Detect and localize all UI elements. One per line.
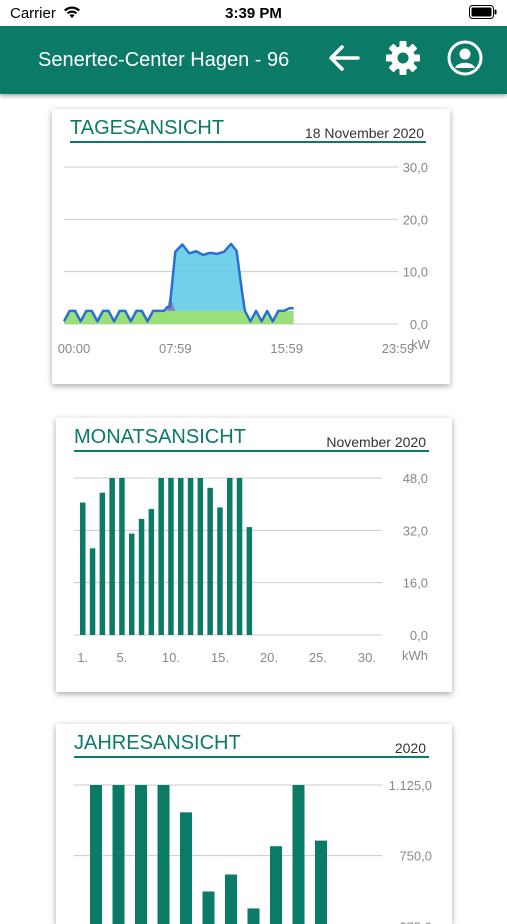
- day-card-underline: [70, 141, 426, 143]
- month-bar: [99, 492, 106, 635]
- day-x-tick-label: 07:59: [159, 341, 192, 356]
- month-x-tick-label: 1.: [77, 650, 88, 665]
- day-card[interactable]: TAGESANSICHT 18 November 2020 30,0 20,0 10…: [52, 109, 450, 384]
- gear-icon: [385, 40, 421, 81]
- month-bar: [227, 478, 233, 635]
- year-bar: [112, 785, 125, 924]
- day-y-tick-label: 30,0: [403, 160, 428, 175]
- year-bar: [157, 785, 170, 924]
- day-peak-area: [164, 243, 245, 311]
- month-x-tick-label: 5.: [117, 650, 128, 665]
- year-y-tick-label: 750,0: [399, 849, 432, 864]
- day-card-title: TAGESANSICHT: [70, 117, 225, 139]
- month-bar: [207, 487, 213, 635]
- month-bar: [80, 502, 86, 635]
- month-card-underline: [74, 450, 429, 452]
- year-y-tick-label: 1.125,0: [389, 778, 432, 793]
- year-bar: [315, 840, 327, 924]
- month-bar: [246, 527, 253, 635]
- month-x-tick-label: 15.: [211, 650, 229, 665]
- month-unit-label: kWh: [402, 648, 428, 663]
- month-bar: [148, 509, 155, 635]
- month-bar: [178, 478, 184, 635]
- day-x-tick-label: 15:59: [270, 341, 303, 356]
- year-card-title: JAHRESANSICHT: [74, 732, 241, 754]
- battery-icon: [469, 5, 497, 23]
- month-x-tick-label: 25.: [309, 650, 327, 665]
- carrier-label: Carrier: [10, 5, 56, 22]
- year-card-underline: [74, 756, 429, 758]
- year-bar: [180, 812, 192, 924]
- month-bar: [129, 533, 135, 635]
- month-bar: [217, 507, 223, 635]
- back-button[interactable]: [324, 40, 364, 80]
- month-bar: [158, 478, 164, 635]
- month-y-tick-label: 0,0: [410, 628, 428, 643]
- year-card[interactable]: JAHRESANSICHT 2020 1.125,0 750,0 375,0: [56, 724, 452, 924]
- month-x-tick-label: 20.: [260, 650, 278, 665]
- day-x-tick-label: 23:59: [382, 341, 415, 356]
- month-y-tick-label: 32,0: [403, 523, 428, 538]
- status-time: 3:39 PM: [225, 5, 282, 22]
- day-y-tick-label: 20,0: [403, 212, 428, 227]
- month-bar: [138, 518, 145, 635]
- month-bar: [236, 478, 243, 635]
- year-y-tick-label: 375,0: [399, 919, 432, 924]
- year-bar: [135, 785, 147, 924]
- settings-button[interactable]: [383, 40, 423, 80]
- month-bar: [89, 548, 96, 635]
- month-bar: [109, 478, 115, 635]
- status-bar: Carrier 3:39 PM: [0, 0, 507, 26]
- month-chart: 48,0 32,0 16,0 0,0 1. 5. 10. 15. 20. 25. 30. kWh: [74, 471, 428, 665]
- year-bar: [202, 891, 215, 924]
- month-y-tick-label: 48,0: [403, 471, 428, 486]
- year-chart: 1.125,0 750,0 375,0: [74, 778, 432, 924]
- month-bar: [187, 478, 194, 635]
- year-bar: [225, 874, 237, 924]
- day-unit-label: kW: [411, 337, 431, 352]
- user-circle-icon: [447, 40, 483, 81]
- month-bar: [197, 478, 204, 635]
- arrow-left-icon: [328, 44, 360, 77]
- day-base-area: [64, 310, 294, 324]
- year-card-date: 2020: [394, 740, 426, 756]
- month-y-tick-label: 16,0: [403, 576, 428, 591]
- month-bar: [168, 478, 174, 635]
- year-bar: [90, 785, 102, 924]
- day-x-tick-label: 00:00: [58, 341, 91, 356]
- year-bar: [247, 908, 260, 924]
- day-card-date: 18 November 2020: [304, 125, 424, 141]
- month-card-date: November 2020: [326, 434, 426, 450]
- account-button[interactable]: [445, 40, 485, 80]
- day-y-tick-label: 10,0: [403, 265, 428, 280]
- header-title: Senertec-Center Hagen - 96: [38, 49, 290, 71]
- year-bar: [270, 846, 282, 924]
- day-y-tick-label: 0,0: [410, 317, 428, 332]
- month-x-tick-label: 10.: [162, 650, 180, 665]
- month-card-title: MONATSANSICHT: [74, 426, 246, 448]
- month-card[interactable]: MONATSANSICHT November 2020 48,0 32,0 16,0…: [56, 418, 452, 692]
- year-bar: [292, 785, 305, 924]
- wifi-icon: [63, 5, 81, 23]
- month-bar: [119, 478, 125, 635]
- app-header: Senertec-Center Hagen - 96: [0, 26, 507, 94]
- month-x-tick-label: 30.: [358, 650, 376, 665]
- day-series-line: [62, 242, 294, 323]
